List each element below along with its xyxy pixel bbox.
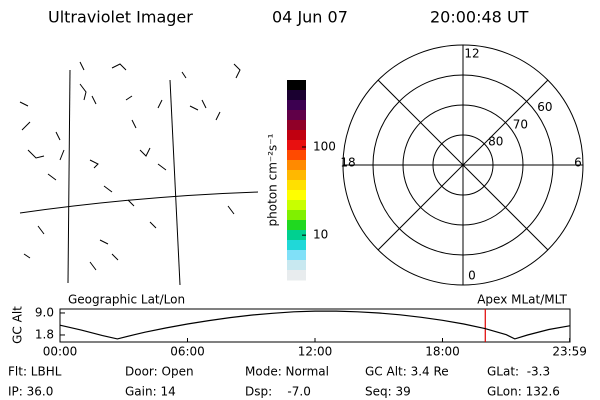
panel-title: Geographic Lat/Lon <box>68 293 185 307</box>
info-field: IP: 36.0 <box>8 385 53 399</box>
y-tick-label: 1.8 <box>35 327 54 341</box>
date: 04 Jun 07 <box>272 8 348 27</box>
color-segment <box>287 130 306 141</box>
color-segment <box>287 100 306 111</box>
x-tick-label: 00:00 <box>43 345 78 359</box>
colorbar-label: photon cm⁻²s⁻¹ <box>266 133 280 226</box>
color-segment <box>287 190 306 201</box>
mlt-label: 0 <box>468 269 476 283</box>
time: 20:00:48 UT <box>430 8 529 27</box>
color-segment <box>287 270 306 281</box>
y-axis-label: GC Alt <box>11 306 25 344</box>
colorbar-tick-label: 100 <box>313 139 336 153</box>
info-field: Flt: LBHL <box>8 365 62 379</box>
x-tick-label: 23:59 <box>552 345 587 359</box>
color-segment <box>287 210 306 221</box>
x-tick-label: 06:00 <box>170 345 205 359</box>
color-segment <box>287 160 306 171</box>
color-segment <box>287 260 306 271</box>
coastline <box>19 61 241 271</box>
info-field: Mode: Normal <box>245 365 329 379</box>
meridian <box>169 79 181 286</box>
colorbar-tick-label: 10 <box>313 228 328 242</box>
color-segment <box>287 110 306 121</box>
color-segment <box>287 180 306 191</box>
color-segment <box>287 230 306 241</box>
y-tick-label: 9.0 <box>35 305 54 319</box>
color-segment <box>287 250 306 261</box>
mlt-label: 6 <box>574 156 582 170</box>
title: Ultraviolet Imager <box>48 8 193 27</box>
color-segment <box>287 140 306 151</box>
radial-line <box>377 79 549 251</box>
ring-label: 70 <box>513 117 528 131</box>
color-segment <box>287 170 306 181</box>
color-segment <box>287 120 306 131</box>
meridian <box>67 69 71 284</box>
info-field: Dsp: -7.0 <box>245 385 311 399</box>
mlt-label: 12 <box>464 47 479 61</box>
x-tick-label: 12:00 <box>298 345 333 359</box>
ring <box>432 134 494 196</box>
ring <box>372 74 554 256</box>
ring-label: 80 <box>488 135 503 149</box>
info-field: Seq: 39 <box>365 385 411 399</box>
mlt-label: 18 <box>340 156 355 170</box>
ring-label: 60 <box>537 100 552 114</box>
panel-title: Apex MLat/MLT <box>477 293 567 307</box>
info-field: Door: Open <box>125 365 194 379</box>
info-field: GC Alt: 3.4 Re <box>365 365 449 379</box>
color-segment <box>287 220 306 231</box>
color-segment <box>287 200 306 211</box>
color-segment <box>287 90 306 101</box>
parallel <box>19 191 259 214</box>
color-segment <box>287 240 306 251</box>
info-field: Gain: 14 <box>125 385 176 399</box>
x-tick-label: 18:00 <box>425 345 460 359</box>
color-segment <box>287 150 306 161</box>
ring <box>402 104 524 226</box>
altitude-line <box>59 310 570 340</box>
color-segment <box>287 80 306 91</box>
info-field: GLon: 132.6 <box>487 385 560 399</box>
map-panel <box>19 61 259 286</box>
info-field: GLat: -3.3 <box>487 365 550 379</box>
